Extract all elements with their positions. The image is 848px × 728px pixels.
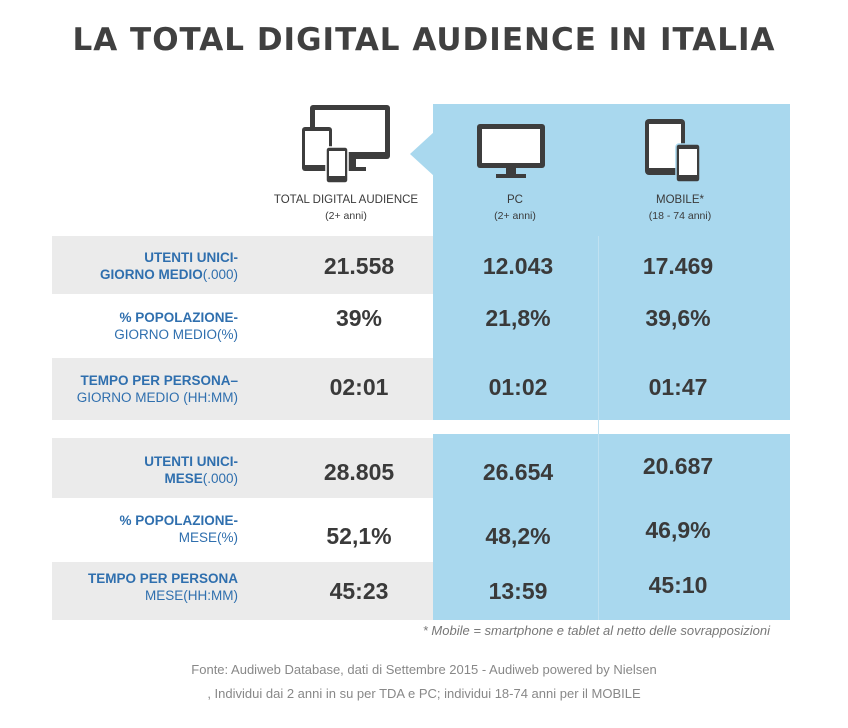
value-cell: 12.043 <box>482 253 554 279</box>
multi-device-icon <box>302 105 390 184</box>
footnote: * Mobile = smartphone e tablet al netto … <box>422 623 770 638</box>
value-cell: 46,9% <box>645 517 711 543</box>
value-cell: 02:01 <box>329 374 389 400</box>
row-label-utenti-giorno: UTENTI UNICI- GIORNO MEDIO(.000) <box>52 249 238 283</box>
column-divider <box>598 236 599 620</box>
row-label-line1: UTENTI UNICI- <box>144 454 238 469</box>
row-label-line2: GIORNO MEDIO (HH:MM) <box>76 390 238 405</box>
row-label-line2: GIORNO MEDIO(%) <box>114 327 238 342</box>
row-label-emph: GIORNO MEDIO <box>99 267 203 282</box>
section-divider <box>433 420 790 434</box>
row-label-emph: MESE <box>164 471 203 486</box>
source-line-1: Fonte: Audiweb Database, dati di Settemb… <box>191 662 657 677</box>
callout-arrow <box>410 132 434 176</box>
column-label: MOBILE* <box>656 194 704 206</box>
row-label-line1: TEMPO PER PERSONA <box>87 571 238 586</box>
column-sub: (2+ anni) <box>494 210 536 222</box>
value-cell: 21.558 <box>323 253 395 279</box>
row-label-line1: UTENTI UNICI- <box>144 250 238 265</box>
row-label-line2: (.000) <box>202 267 238 282</box>
value-cell: 26.654 <box>482 459 554 485</box>
monitor-icon <box>477 124 545 178</box>
value-cell: 45:10 <box>648 572 708 598</box>
row-label-line1: % POPOLAZIONE- <box>119 513 238 528</box>
row-label-line2: MESE(HH:MM) <box>145 588 238 603</box>
value-cell: 39% <box>335 305 383 331</box>
highlight-panel <box>433 104 790 620</box>
column-header-tda: TOTAL DIGITAL AUDIENCE (2+ anni) <box>260 192 432 224</box>
tablet-phone-icon <box>645 119 701 183</box>
value-cell: 01:02 <box>488 374 548 400</box>
column-sub: (18 - 74 anni) <box>648 210 712 222</box>
value-cell: 01:47 <box>648 374 708 400</box>
column-header-pc: PC (2+ anni) <box>445 192 585 224</box>
value-cell: 21,8% <box>485 305 551 331</box>
column-sub: (2+ anni) <box>325 210 367 222</box>
value-cell: 45:23 <box>329 578 389 604</box>
row-label-tempo-mese: TEMPO PER PERSONA MESE(HH:MM) <box>52 570 238 604</box>
row-label-tempo-giorno: TEMPO PER PERSONA– GIORNO MEDIO (HH:MM) <box>52 372 238 406</box>
value-cell: 13:59 <box>488 578 548 604</box>
column-label: TOTAL DIGITAL AUDIENCE <box>273 194 419 206</box>
value-cell: 39,6% <box>645 305 711 331</box>
row-label-popolazione-giorno: % POPOLAZIONE- GIORNO MEDIO(%) <box>52 309 238 343</box>
column-label: PC <box>507 194 523 206</box>
value-cell: 20.687 <box>642 453 714 479</box>
source-line-2: , Individui dai 2 anni in su per TDA e P… <box>207 686 641 701</box>
row-label-line2: MESE(%) <box>178 530 238 545</box>
value-cell: 17.469 <box>642 253 714 279</box>
column-header-mobile: MOBILE* (18 - 74 anni) <box>610 192 750 224</box>
row-label-popolazione-mese: % POPOLAZIONE- MESE(%) <box>52 512 238 546</box>
row-label-line1: TEMPO PER PERSONA– <box>80 373 238 388</box>
value-cell: 52,1% <box>326 523 392 549</box>
row-label-line1: % POPOLAZIONE- <box>119 310 238 325</box>
value-cell: 48,2% <box>485 523 551 549</box>
value-cell: 28.805 <box>323 459 395 485</box>
page-title: LA TOTAL DIGITAL AUDIENCE IN ITALIA <box>72 22 776 58</box>
row-label-line2: (.000) <box>202 471 238 486</box>
row-label-utenti-mese: UTENTI UNICI- MESE(.000) <box>52 453 238 487</box>
